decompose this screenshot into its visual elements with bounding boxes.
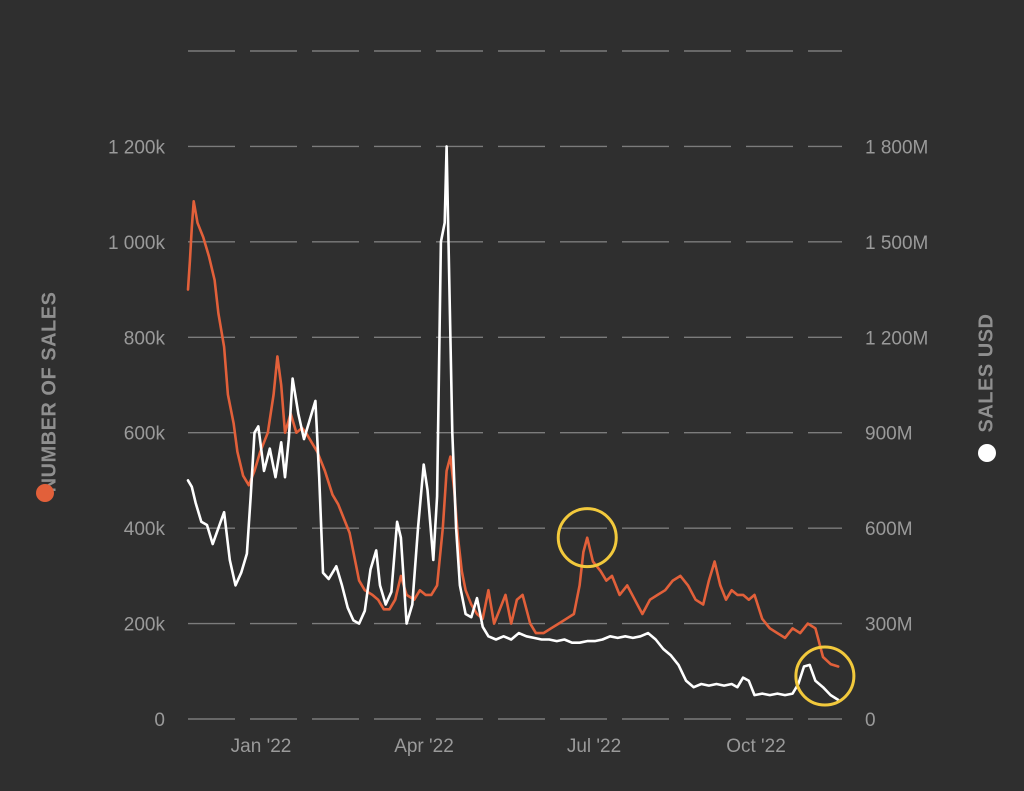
right-y-tick-label: 1 800M — [865, 137, 928, 158]
left-y-tick-label: 800k — [124, 328, 166, 349]
right-y-axis-ticks: 0 300M 600M 900M 1 200M 1 500M 1 800M — [865, 137, 928, 731]
left-y-tick-label: 200k — [124, 615, 166, 636]
number-of-sales-line — [186, 200, 840, 668]
x-axis-ticks: Jan '22 Apr '22 Jul '22 Oct '22 — [231, 736, 786, 757]
x-tick-label: Jul '22 — [567, 736, 621, 757]
sales-usd-line — [186, 145, 840, 702]
gridlines — [188, 50, 842, 720]
x-tick-label: Jan '22 — [231, 736, 292, 757]
highlight-circle — [794, 645, 856, 707]
right-y-tick-label: 1 500M — [865, 233, 928, 254]
series-lines — [186, 145, 840, 702]
left-y-tick-label: 600k — [124, 424, 166, 445]
annotations — [556, 507, 856, 707]
x-tick-label: Oct '22 — [726, 736, 786, 757]
left-y-axis-ticks: 0 200k 400k 600k 800k 1 000k 1 200k — [108, 137, 166, 731]
left-y-tick-label: 1 200k — [108, 137, 166, 158]
right-y-tick-label: 600M — [865, 519, 913, 540]
left-y-tick-label: 0 — [154, 710, 165, 731]
right-axis-title-group: SALES USD — [975, 314, 997, 433]
highlight-circle — [556, 507, 618, 569]
left-axis-legend-dot — [36, 484, 54, 502]
x-tick-label: Apr '22 — [394, 736, 454, 757]
left-y-tick-label: 1 000k — [108, 233, 166, 254]
right-y-tick-label: 300M — [865, 615, 913, 636]
right-y-tick-label: 0 — [865, 710, 876, 731]
left-axis-title: NUMBER OF SALES — [38, 292, 60, 493]
left-y-tick-label: 400k — [124, 519, 166, 540]
left-axis-title-group: NUMBER OF SALES — [38, 292, 60, 493]
right-axis-title: SALES USD — [975, 314, 997, 433]
right-axis-legend-dot — [978, 444, 996, 462]
right-y-tick-label: 1 200M — [865, 328, 928, 349]
right-y-tick-label: 900M — [865, 424, 913, 445]
